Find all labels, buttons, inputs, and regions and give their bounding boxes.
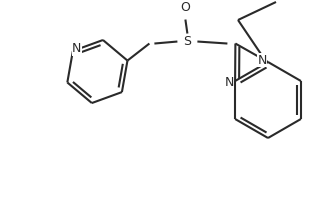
Text: N: N xyxy=(72,42,82,55)
Text: N: N xyxy=(257,53,267,67)
Text: O: O xyxy=(180,1,190,14)
Text: S: S xyxy=(183,35,191,48)
Text: N: N xyxy=(225,76,234,90)
